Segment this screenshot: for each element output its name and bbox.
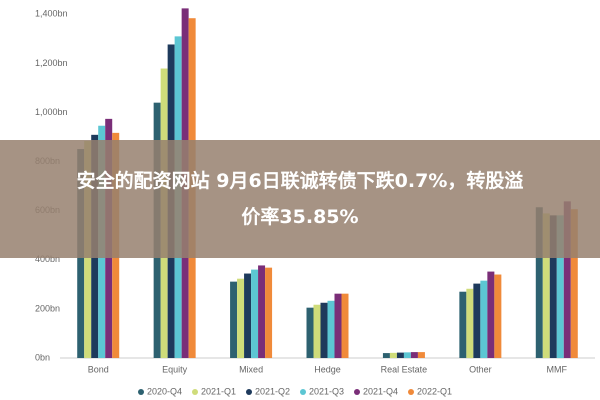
legend-label: 2021-Q2 (255, 386, 290, 396)
bar (466, 288, 474, 358)
bar (487, 271, 495, 358)
bar (237, 278, 245, 358)
bar (313, 304, 321, 358)
legend-marker (408, 389, 414, 395)
x-tick-label: MMF (547, 364, 568, 374)
x-tick-label: Other (469, 364, 492, 374)
bar (265, 267, 273, 358)
bar (389, 352, 397, 358)
bar (230, 281, 238, 358)
bar (556, 215, 564, 358)
legend-label: 2021-Q3 (309, 386, 344, 396)
overlay-banner: 安全的配资网站 9月6日联诚转债下跌0.7%，转股溢 价率35.85% (0, 140, 600, 258)
bar (403, 352, 411, 358)
bar (480, 280, 488, 358)
bar (382, 353, 390, 358)
bar (258, 265, 266, 358)
y-tick-label: 400bn (35, 254, 60, 264)
overlay-line: 价率35.85% (241, 206, 359, 228)
bar (459, 291, 467, 358)
bar (417, 352, 425, 358)
bar (306, 307, 314, 358)
bar (251, 269, 259, 358)
y-tick-label: 1,400bn (35, 9, 68, 19)
overlay-line: 安全的配资网站 9月6日联诚转债下跌0.7%，转股溢 (76, 170, 524, 192)
legend-marker (354, 389, 360, 395)
bar (494, 274, 502, 358)
legend-marker (192, 389, 198, 395)
legend-label: 2022-Q1 (417, 386, 452, 396)
bar (244, 273, 252, 358)
bar (570, 209, 578, 358)
legend-marker (246, 389, 252, 395)
legend-marker (138, 389, 144, 395)
x-tick-label: Mixed (239, 364, 263, 374)
bar (535, 207, 543, 358)
bar (473, 283, 481, 358)
bar (549, 215, 557, 358)
bar (396, 352, 404, 358)
y-tick-label: 1,000bn (35, 107, 68, 117)
y-tick-label: 200bn (35, 303, 60, 313)
x-tick-label: Hedge (314, 364, 341, 374)
y-tick-label: 0bn (35, 352, 50, 362)
x-tick-label: Real Estate (381, 364, 428, 374)
legend-marker (300, 389, 306, 395)
bar (341, 293, 349, 358)
bar (563, 201, 571, 358)
x-tick-label: Bond (88, 364, 109, 374)
legend-label: 2021-Q1 (201, 386, 236, 396)
bar (410, 352, 418, 358)
bar (320, 302, 328, 358)
bar (334, 293, 342, 358)
bar (542, 213, 550, 358)
bar (327, 300, 335, 358)
y-tick-label: 1,200bn (35, 58, 68, 68)
x-tick-label: Equity (162, 364, 188, 374)
legend-label: 2020-Q4 (147, 386, 182, 396)
legend-label: 2021-Q4 (363, 386, 398, 396)
